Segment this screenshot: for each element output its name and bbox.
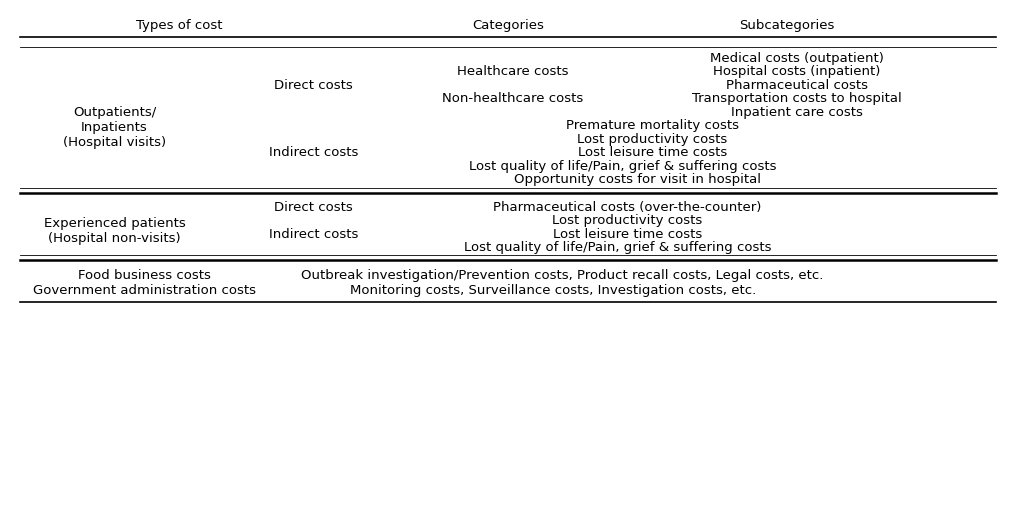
- Text: Indirect costs: Indirect costs: [269, 228, 359, 240]
- Text: Outbreak investigation/Prevention costs, Product recall costs, Legal costs, etc.: Outbreak investigation/Prevention costs,…: [302, 269, 824, 282]
- Text: Indirect costs: Indirect costs: [269, 146, 359, 159]
- Text: Outpatients/
Inpatients
(Hospital visits): Outpatients/ Inpatients (Hospital visits…: [63, 106, 166, 149]
- Text: Premature mortality costs: Premature mortality costs: [566, 119, 738, 133]
- Text: Direct costs: Direct costs: [275, 200, 354, 214]
- Text: Non-healthcare costs: Non-healthcare costs: [442, 93, 584, 105]
- Text: Direct costs: Direct costs: [275, 79, 354, 92]
- Text: Medical costs (outpatient): Medical costs (outpatient): [710, 52, 884, 65]
- Text: Opportunity costs for visit in hospital: Opportunity costs for visit in hospital: [514, 173, 761, 186]
- Text: Monitoring costs, Surveillance costs, Investigation costs, etc.: Monitoring costs, Surveillance costs, In…: [349, 284, 755, 297]
- Text: Transportation costs to hospital: Transportation costs to hospital: [692, 93, 902, 105]
- Text: Pharmaceutical costs (over-the-counter): Pharmaceutical costs (over-the-counter): [493, 200, 762, 214]
- Text: Types of cost: Types of cost: [136, 19, 222, 33]
- Text: Hospital costs (inpatient): Hospital costs (inpatient): [713, 65, 881, 78]
- Text: Lost productivity costs: Lost productivity costs: [577, 133, 727, 146]
- Text: Lost leisure time costs: Lost leisure time costs: [552, 228, 702, 240]
- Text: Lost quality of life/Pain, grief & suffering costs: Lost quality of life/Pain, grief & suffe…: [469, 160, 777, 173]
- Text: Categories: Categories: [472, 19, 543, 33]
- Text: Food business costs: Food business costs: [78, 269, 211, 282]
- Text: Experienced patients
(Hospital non-visits): Experienced patients (Hospital non-visit…: [43, 217, 186, 245]
- Text: Inpatient care costs: Inpatient care costs: [731, 106, 863, 119]
- Text: Healthcare costs: Healthcare costs: [458, 65, 569, 78]
- Text: Pharmaceutical costs: Pharmaceutical costs: [726, 79, 868, 92]
- Text: Lost quality of life/Pain, grief & suffering costs: Lost quality of life/Pain, grief & suffe…: [464, 241, 772, 254]
- Text: Lost productivity costs: Lost productivity costs: [552, 214, 703, 227]
- Text: Lost leisure time costs: Lost leisure time costs: [578, 146, 727, 159]
- Text: Subcategories: Subcategories: [739, 19, 834, 33]
- Text: Government administration costs: Government administration costs: [33, 284, 256, 297]
